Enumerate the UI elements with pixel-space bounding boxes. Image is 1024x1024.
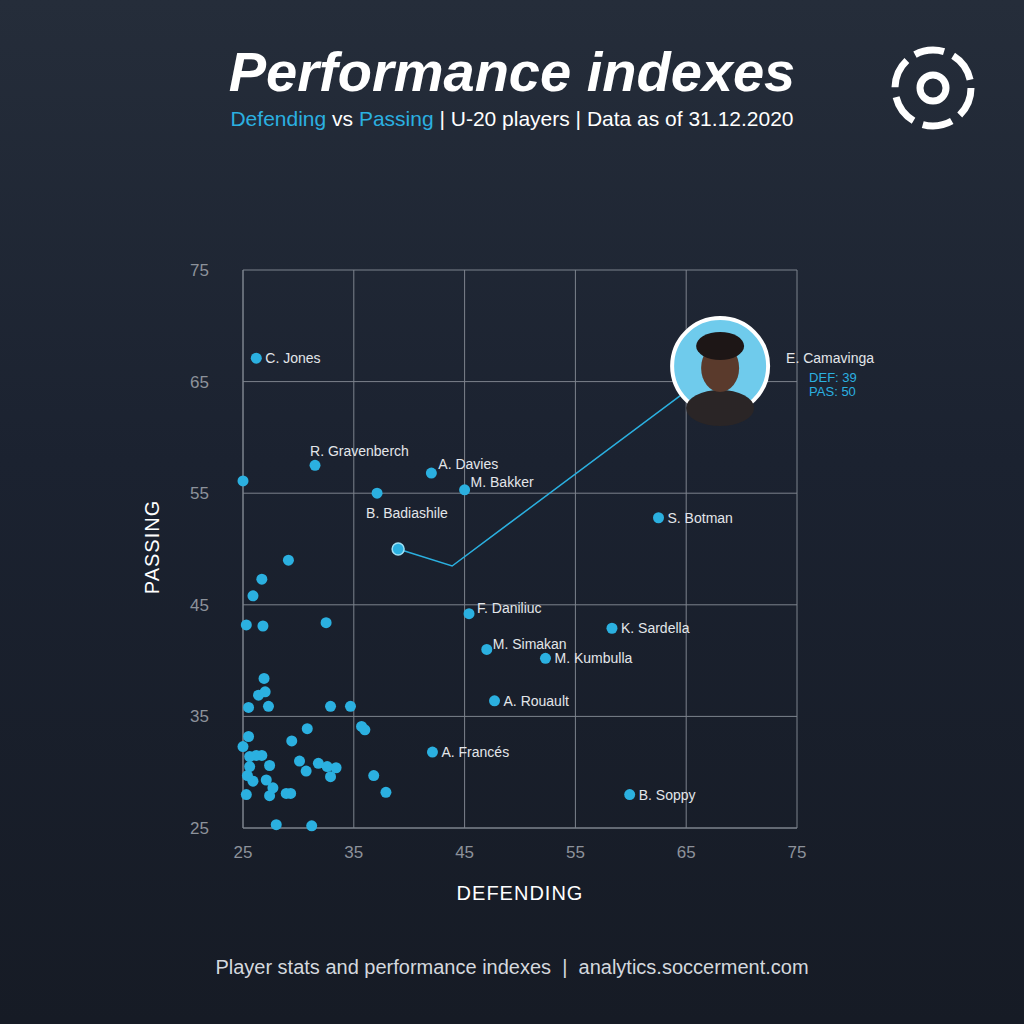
svg-text:A. Rouault: A. Rouault xyxy=(504,693,569,709)
svg-text:K. Sardella: K. Sardella xyxy=(621,620,690,636)
svg-text:E. Camavinga: E. Camavinga xyxy=(786,350,874,366)
svg-text:F. Daniliuc: F. Daniliuc xyxy=(477,600,542,616)
svg-text:M. Bakker: M. Bakker xyxy=(471,474,534,490)
svg-text:S. Botman: S. Botman xyxy=(668,510,733,526)
svg-text:A. Davies: A. Davies xyxy=(438,456,498,472)
svg-text:M. Kumbulla: M. Kumbulla xyxy=(554,650,632,666)
svg-text:C. Jones: C. Jones xyxy=(265,350,320,366)
svg-text:75: 75 xyxy=(190,261,209,280)
svg-text:PAS: 50: PAS: 50 xyxy=(809,384,856,399)
html-text:Player stats and performance i: Player stats and performance indexes | a… xyxy=(215,956,809,978)
html-text:PASSING: PASSING xyxy=(141,499,163,595)
svg-text:B. Badiashile: B. Badiashile xyxy=(366,505,448,521)
svg-text:35: 35 xyxy=(344,843,363,862)
svg-text:45: 45 xyxy=(190,596,209,615)
svg-text:A. Francés: A. Francés xyxy=(441,744,509,760)
svg-text:45: 45 xyxy=(455,843,474,862)
svg-text:35: 35 xyxy=(190,707,209,726)
html-text:DEFENDING: DEFENDING xyxy=(456,882,584,904)
svg-text:65: 65 xyxy=(677,843,696,862)
svg-text:75: 75 xyxy=(788,843,807,862)
svg-text:R. Gravenberch: R. Gravenberch xyxy=(310,443,409,459)
svg-text:65: 65 xyxy=(190,373,209,392)
svg-text:25: 25 xyxy=(234,843,253,862)
html-text:Defending vs Passing | U-20 pl: Defending vs Passing | U-20 players | Da… xyxy=(230,107,794,130)
html-text:Performance indexes: Performance indexes xyxy=(228,40,796,103)
svg-text:55: 55 xyxy=(190,484,209,503)
svg-text:25: 25 xyxy=(190,819,209,838)
svg-text:B. Soppy: B. Soppy xyxy=(639,787,696,803)
svg-text:DEF: 39: DEF: 39 xyxy=(809,370,857,385)
svg-text:M. Simakan: M. Simakan xyxy=(492,636,567,653)
svg-text:55: 55 xyxy=(566,843,585,862)
